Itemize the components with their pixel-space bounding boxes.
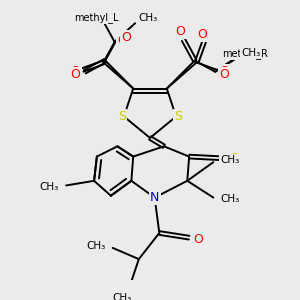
- Text: O: O: [220, 65, 230, 78]
- Text: O: O: [220, 68, 230, 81]
- Text: N: N: [150, 191, 159, 204]
- Text: S: S: [230, 152, 238, 165]
- Text: O: O: [117, 34, 127, 46]
- Text: CH₃: CH₃: [139, 13, 158, 23]
- Text: O: O: [121, 31, 131, 44]
- Text: O: O: [197, 28, 207, 41]
- Text: O: O: [175, 25, 185, 38]
- Text: S: S: [118, 110, 126, 123]
- Text: O: O: [194, 233, 203, 246]
- Text: CH₃: CH₃: [220, 155, 240, 165]
- Text: CH₃: CH₃: [86, 241, 106, 251]
- Text: CH₃: CH₃: [112, 293, 132, 300]
- Text: O: O: [70, 65, 80, 78]
- Text: methyl_R: methyl_R: [222, 48, 268, 58]
- Text: O: O: [70, 68, 80, 81]
- Text: CH₃: CH₃: [40, 182, 59, 192]
- Text: methyl_L: methyl_L: [74, 12, 118, 23]
- Text: CH₃: CH₃: [220, 194, 240, 204]
- Text: CH₃: CH₃: [241, 48, 260, 58]
- Text: S: S: [174, 110, 182, 123]
